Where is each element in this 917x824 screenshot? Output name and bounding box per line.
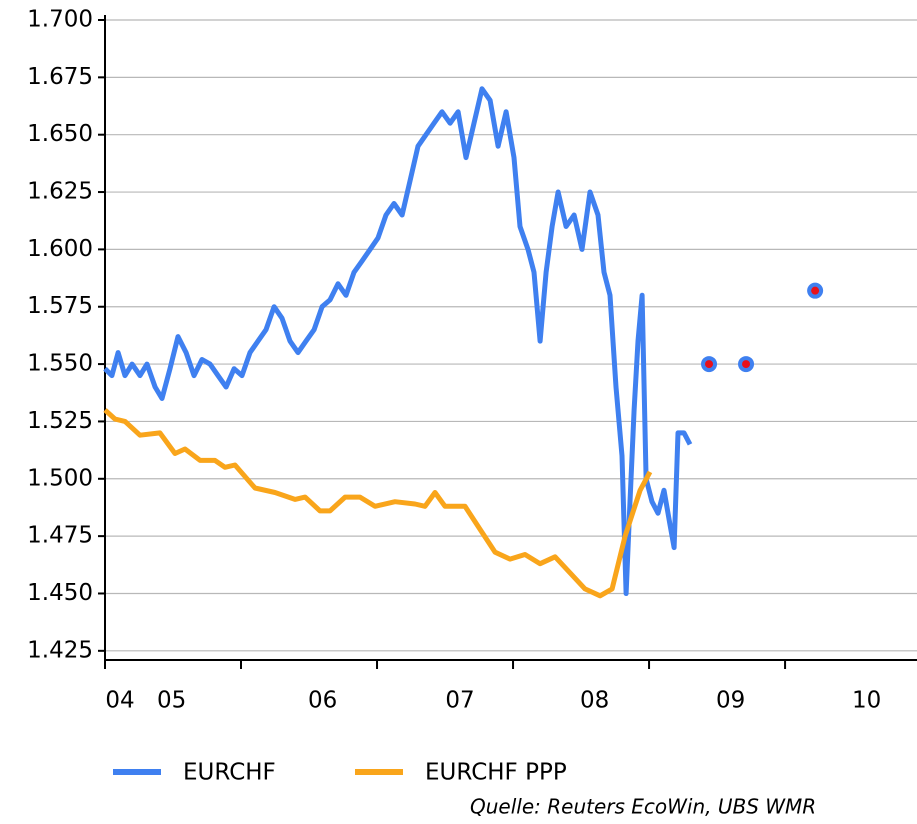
series-line bbox=[103, 86, 693, 596]
x-tick-label: 06 bbox=[308, 688, 337, 714]
y-tick-label: 1.450 bbox=[27, 580, 93, 606]
y-tick-label: 1.650 bbox=[27, 121, 93, 147]
y-tick-label: 1.625 bbox=[27, 179, 93, 205]
x-tick-label: 08 bbox=[580, 688, 609, 714]
x-tick-label: 09 bbox=[716, 688, 745, 714]
legend-label: EURCHF bbox=[183, 760, 276, 786]
y-tick-label: 1.700 bbox=[27, 7, 93, 33]
legend-label: EURCHF PPP bbox=[425, 760, 567, 786]
x-tick-label: 05 bbox=[157, 688, 186, 714]
y-tick-label: 1.500 bbox=[27, 465, 93, 491]
y-tick-label: 1.600 bbox=[27, 236, 93, 262]
y-tick-label: 1.525 bbox=[27, 408, 93, 434]
y-tick-label: 1.575 bbox=[27, 293, 93, 319]
y-tick-label: 1.675 bbox=[27, 64, 93, 90]
source-note: Quelle: Reuters EcoWin, UBS WMR bbox=[470, 795, 816, 819]
y-tick-label: 1.550 bbox=[27, 351, 93, 377]
y-tick-label: 1.475 bbox=[27, 523, 93, 549]
x-tick-label: 04 bbox=[105, 688, 134, 714]
y-tick-label: 1.425 bbox=[27, 637, 93, 663]
x-tick-label: 07 bbox=[445, 688, 474, 714]
forecast-point-center bbox=[705, 360, 714, 369]
series-line bbox=[103, 408, 653, 599]
x-tick-label: 10 bbox=[852, 688, 881, 714]
forecast-point-center bbox=[811, 286, 820, 295]
forecast-point-center bbox=[742, 360, 751, 369]
